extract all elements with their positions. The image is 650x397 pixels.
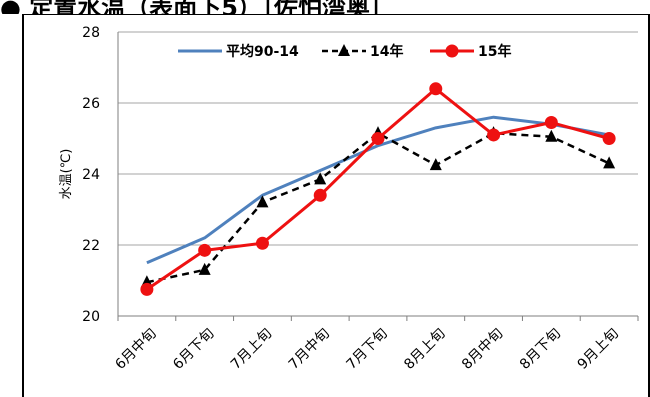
triangle-data-point — [603, 156, 616, 169]
y-tick-label: 28 — [82, 25, 100, 41]
circle-data-point — [255, 236, 269, 250]
legend-circle-icon — [445, 44, 459, 58]
triangle-data-point — [256, 195, 269, 208]
x-tick-label: 8月上旬 — [401, 326, 448, 373]
circle-data-point — [371, 132, 385, 145]
circle-data-point — [429, 82, 443, 96]
legend-label-1: 平均90-14 — [226, 43, 299, 60]
x-tick-label: 8月中旬 — [459, 326, 506, 373]
circle-data-point — [602, 132, 616, 145]
chart-title-banner: ● 定置水温（表面下5）［佐怕湾奥］ — [0, 0, 394, 14]
chart-frame — [22, 14, 650, 397]
y-axis-label: 水温(℃) — [59, 149, 74, 200]
legend-triangle-icon — [338, 44, 350, 56]
series-line-1 — [146, 115, 610, 265]
series-line-2 — [146, 131, 610, 284]
circle-data-point — [313, 188, 327, 202]
series-line-3 — [146, 87, 610, 291]
circle-data-point — [140, 282, 154, 296]
x-tick-label: 7月中旬 — [286, 326, 333, 373]
legend-label-3: 15年 — [478, 43, 511, 60]
x-tick-label: 8月下旬 — [517, 326, 564, 373]
circle-data-point — [198, 243, 212, 257]
triangle-data-point — [198, 262, 211, 275]
y-tick-label: 20 — [82, 309, 100, 325]
y-tick-label: 26 — [82, 96, 100, 112]
x-tick-label: 7月上旬 — [228, 326, 275, 373]
circle-data-point — [544, 116, 558, 130]
triangle-data-point — [545, 129, 558, 142]
x-tick-label: 6月中旬 — [112, 326, 159, 373]
circle-data-point — [487, 128, 501, 142]
x-tick-label: 7月下旬 — [344, 326, 391, 373]
x-tick-label: 9月上旬 — [575, 326, 622, 373]
legend-label-2: 14年 — [370, 43, 403, 60]
triangle-data-point — [429, 158, 442, 171]
triangle-data-point — [314, 172, 327, 185]
x-tick-label: 6月下旬 — [170, 326, 217, 373]
y-tick-label: 22 — [82, 238, 100, 254]
y-tick-label: 24 — [82, 167, 100, 183]
